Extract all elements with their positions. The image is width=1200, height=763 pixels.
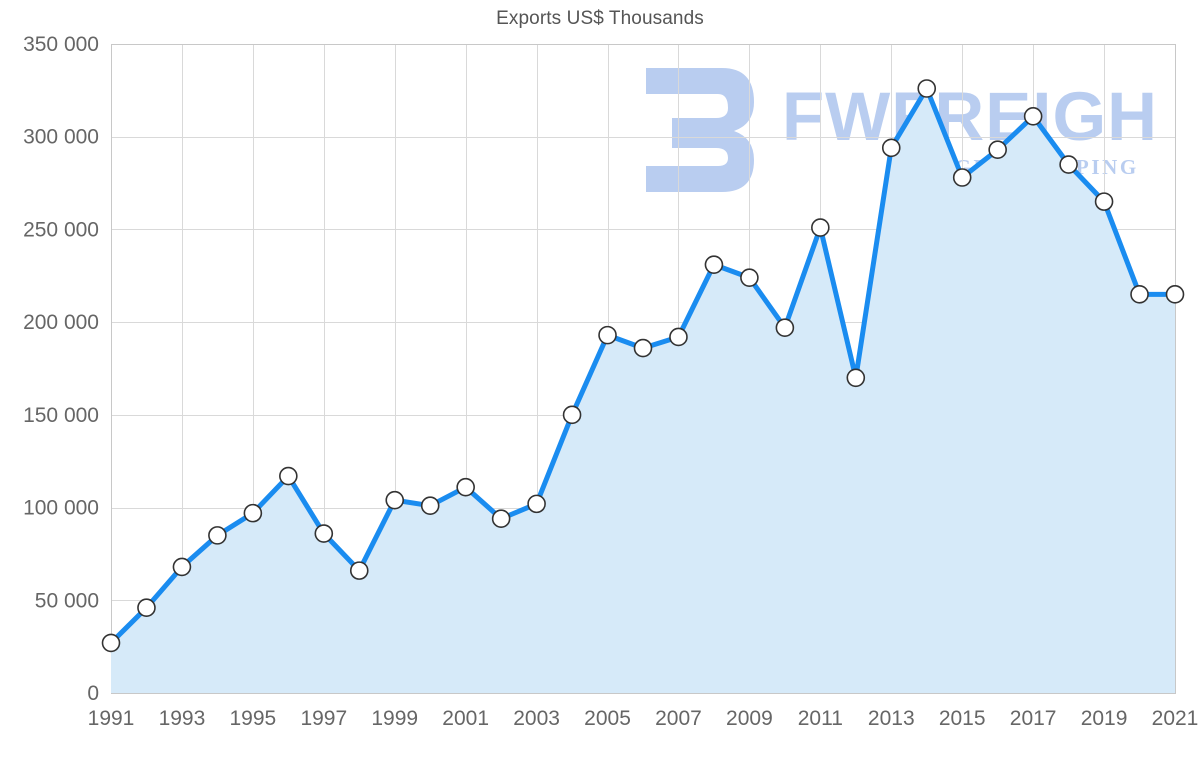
data-point	[704, 255, 724, 274]
data-point	[598, 325, 617, 345]
x-axis-tick-label: 2001	[442, 707, 489, 730]
chart-title: Exports US$ Thousands	[496, 8, 704, 29]
y-axis-tick-label: 100 000	[23, 497, 99, 520]
data-point	[172, 557, 192, 577]
y-axis-tick-label: 0	[87, 682, 99, 705]
data-point	[314, 524, 334, 543]
data-point	[1094, 192, 1114, 211]
x-axis-tick-label: 1997	[300, 707, 347, 730]
x-axis-tick-label: 1999	[371, 707, 418, 730]
y-axis-tick-label: 50 000	[35, 589, 99, 612]
y-axis-tick-label: 350 000	[23, 33, 99, 56]
data-point	[846, 368, 866, 388]
data-point	[740, 268, 759, 287]
x-axis-tick-label: 2003	[513, 707, 560, 730]
x-axis-tick-label: 2011	[798, 707, 843, 730]
data-point	[491, 509, 511, 528]
x-axis-tick-label: 1993	[159, 707, 206, 730]
data-point	[1130, 285, 1149, 304]
data-point	[349, 561, 369, 580]
data-point	[881, 138, 901, 158]
y-axis-tick-label: 150 000	[23, 404, 99, 427]
x-axis-tick-label: 2021	[1152, 707, 1199, 730]
data-point	[137, 598, 156, 618]
data-point	[243, 503, 263, 523]
x-axis-tick-label: 1991	[88, 707, 135, 730]
y-axis-tick-labels: 0 50 000 100 000 150 000 200 000 250 000 300 0…	[23, 33, 99, 705]
data-point	[1059, 155, 1078, 174]
data-point	[633, 338, 653, 358]
x-axis-tick-label: 2013	[868, 707, 915, 730]
x-axis-tick-label: 2005	[584, 707, 631, 730]
data-point	[385, 490, 405, 510]
data-point	[101, 633, 121, 653]
x-axis-tick-labels: 1991 1993 1995 1997 1999 2001 2003 2005 2007 2009…	[88, 707, 1199, 730]
data-point	[1023, 107, 1043, 126]
series-markers	[101, 79, 1185, 653]
data-point	[917, 79, 937, 98]
data-point	[420, 496, 440, 516]
data-point	[527, 494, 546, 514]
data-point	[1165, 285, 1185, 304]
x-axis-tick-label: 2019	[1081, 707, 1128, 730]
data-point	[811, 218, 830, 237]
x-axis-tick-label: 2007	[655, 707, 702, 730]
data-point	[775, 318, 795, 338]
data-point	[562, 405, 582, 425]
data-point	[988, 140, 1007, 159]
data-point	[669, 327, 688, 347]
y-axis-tick-label: 200 000	[23, 311, 99, 334]
x-axis-tick-label: 2017	[1010, 707, 1057, 730]
y-axis-tick-label: 300 000	[23, 126, 99, 149]
plot-frame	[111, 44, 1176, 694]
data-point	[279, 466, 298, 486]
x-axis-tick-label: 2009	[726, 707, 773, 730]
x-axis-tick-label: 1995	[230, 707, 277, 730]
x-axis-tick-label: 2015	[939, 707, 986, 730]
data-point	[456, 477, 475, 497]
y-axis-tick-label: 250 000	[23, 218, 99, 241]
series-area	[111, 88, 1175, 693]
data-point	[208, 526, 227, 545]
data-point	[952, 168, 972, 187]
